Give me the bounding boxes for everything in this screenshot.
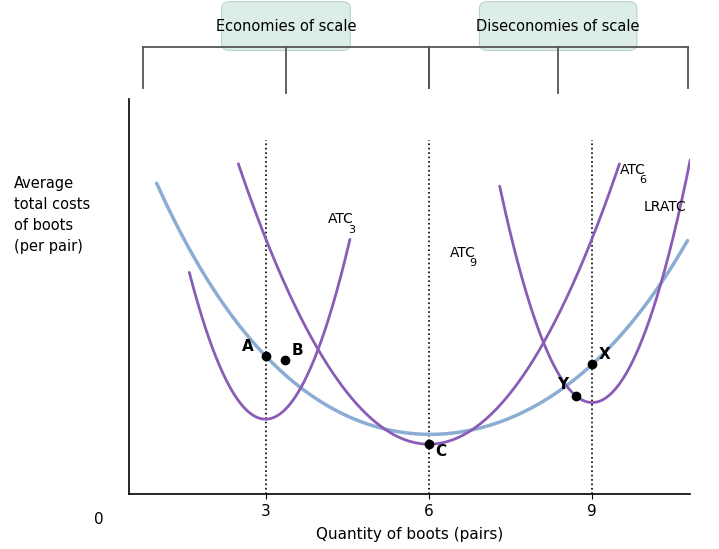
Text: B: B bbox=[291, 343, 303, 358]
Text: ATC: ATC bbox=[620, 163, 646, 177]
X-axis label: Quantity of boots (pairs): Quantity of boots (pairs) bbox=[316, 527, 503, 542]
Text: 0: 0 bbox=[93, 512, 104, 527]
Text: X: X bbox=[599, 348, 610, 362]
Text: C: C bbox=[436, 444, 446, 459]
FancyBboxPatch shape bbox=[480, 2, 637, 51]
Text: 9: 9 bbox=[470, 258, 477, 268]
Text: 6: 6 bbox=[640, 175, 646, 185]
Text: ATC: ATC bbox=[328, 212, 354, 227]
Text: A: A bbox=[242, 339, 254, 354]
Text: Economies of scale: Economies of scale bbox=[216, 19, 356, 33]
Text: 3: 3 bbox=[348, 225, 355, 235]
Text: Y: Y bbox=[557, 377, 568, 391]
Text: Average
total costs
of boots
(per pair): Average total costs of boots (per pair) bbox=[14, 176, 91, 254]
Text: Diseconomies of scale: Diseconomies of scale bbox=[477, 19, 640, 33]
FancyBboxPatch shape bbox=[221, 2, 350, 51]
Text: ATC: ATC bbox=[449, 246, 475, 260]
Text: LRATC: LRATC bbox=[644, 200, 687, 214]
